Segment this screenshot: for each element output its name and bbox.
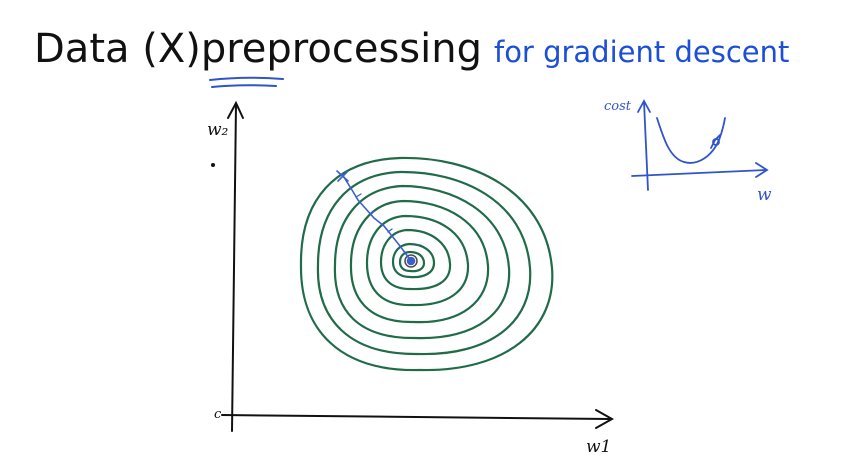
cost-ylabel: cost	[604, 99, 632, 114]
contour-ring	[391, 242, 436, 279]
contour-ring	[349, 199, 490, 324]
x-axis-label: w1	[586, 437, 611, 457]
contour-axes	[211, 100, 615, 432]
title-text: Data (X)	[34, 26, 201, 72]
x-axis	[221, 414, 611, 420]
contour-ring	[398, 250, 426, 273]
cost-curve	[656, 117, 726, 164]
descent-path	[336, 170, 416, 266]
cost-x-axis	[631, 169, 767, 177]
x-axis-arrow	[595, 409, 615, 429]
contour-rings	[299, 156, 554, 372]
minimum-point	[406, 256, 416, 266]
emphasis-underline	[209, 76, 284, 88]
contour-ring	[333, 184, 511, 340]
cost-y-arrow	[637, 99, 651, 113]
y-axis-arrow	[227, 100, 244, 119]
contour-ring	[299, 156, 554, 372]
slide-title: Data (X) preprocessing for gradient desc…	[34, 26, 789, 82]
y-axis-label: w₂	[207, 120, 229, 140]
stray-dot	[211, 163, 215, 167]
cost-step	[710, 134, 721, 149]
contour-ring	[379, 228, 452, 291]
cost-x-arrow	[755, 162, 769, 178]
cost-sketch	[631, 99, 769, 191]
minimum-ring	[404, 254, 418, 268]
contour-ring	[316, 170, 532, 356]
cost-xlabel: w	[757, 185, 772, 205]
start-marker	[336, 170, 349, 182]
origin-label: c	[214, 407, 222, 422]
title-subtitle: for gradient descent	[493, 35, 790, 69]
y-axis	[231, 103, 237, 432]
cost-y-axis	[643, 101, 649, 191]
contour-ring	[365, 214, 470, 307]
title-emphasis: preprocessing	[200, 26, 482, 72]
